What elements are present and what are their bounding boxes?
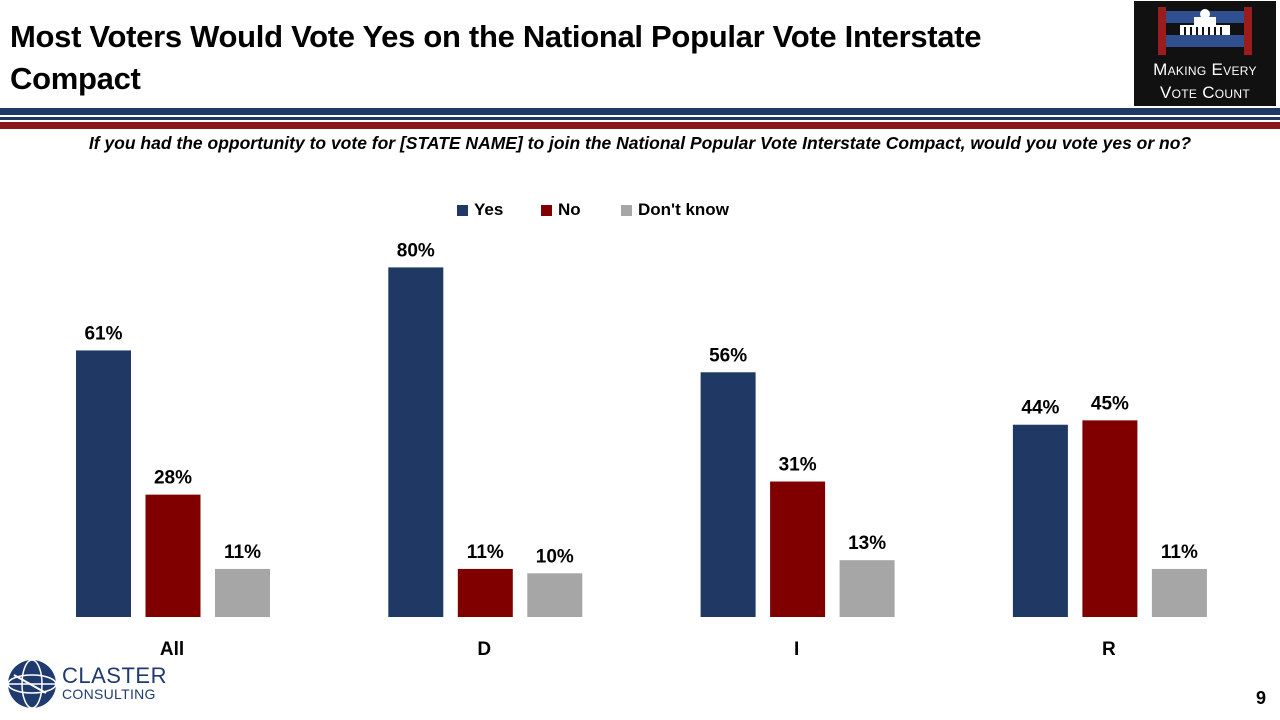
legend-swatch-no xyxy=(541,204,552,216)
bar-no-all xyxy=(145,494,201,617)
bar-dont-know-r xyxy=(1151,568,1207,617)
bar-no-r xyxy=(1082,420,1138,617)
data-label-yes-d: 80% xyxy=(397,240,435,261)
legend-label-no: No xyxy=(558,200,581,219)
mevc-logo-line2: Vote Count xyxy=(1159,83,1250,102)
data-label-no-r: 45% xyxy=(1091,393,1129,414)
legend-item-no: No xyxy=(541,199,581,221)
capitol-building-icon xyxy=(1158,7,1252,55)
mevc-logo-line1: Making Every xyxy=(1153,60,1257,79)
legend-item-dont-know: Don't know xyxy=(621,199,729,221)
legend-label-yes: Yes xyxy=(474,200,504,219)
data-label-yes-i: 56% xyxy=(709,345,747,366)
slide-title: Most Voters Would Vote Yes on the Nation… xyxy=(10,19,982,96)
x-tick-label-all: All xyxy=(160,639,184,660)
header-rule-red xyxy=(0,122,1280,129)
x-tick-label-d: D xyxy=(477,639,491,660)
bar-no-i xyxy=(770,481,826,617)
claster-logo-line2: CONSULTING xyxy=(62,686,156,702)
bar-dont-know-all xyxy=(215,568,270,617)
header-rule-blue xyxy=(0,108,1280,115)
bar-yes-i xyxy=(700,372,756,617)
bar-dont-know-d xyxy=(527,573,583,617)
bar-yes-r xyxy=(1012,424,1068,617)
claster-logo-line1: CLASTER xyxy=(62,663,167,688)
data-label-dont-know-d: 10% xyxy=(536,546,574,567)
header-rule-blue-thin xyxy=(0,117,1280,120)
legend-swatch-yes xyxy=(457,204,468,216)
data-label-no-all: 28% xyxy=(154,468,192,489)
page-number: 9 xyxy=(1255,688,1266,708)
chart-legend: Yes No Don't know xyxy=(0,199,1280,223)
globe-icon xyxy=(7,659,57,709)
data-label-dont-know-all: 11% xyxy=(224,542,261,563)
bar-dont-know-i xyxy=(839,560,895,617)
x-tick-label-r: R xyxy=(1102,639,1116,660)
legend-swatch-dont-know xyxy=(621,204,632,216)
data-label-yes-all: 61% xyxy=(84,323,122,344)
data-label-yes-r: 44% xyxy=(1021,398,1059,419)
data-label-no-i: 31% xyxy=(779,455,817,476)
legend-item-yes: Yes xyxy=(457,199,503,221)
bar-no-d xyxy=(457,568,513,617)
bar-yes-all xyxy=(76,350,131,617)
legend-label-dont-know: Don't know xyxy=(638,200,729,219)
bar-yes-d xyxy=(388,267,444,617)
data-label-no-d: 11% xyxy=(467,542,504,563)
survey-question: If you had the opportunity to vote for [… xyxy=(88,133,1192,153)
x-tick-label-i: I xyxy=(794,639,799,660)
data-label-dont-know-i: 13% xyxy=(848,533,886,554)
claster-consulting-logo: CLASTER CONSULTING xyxy=(6,653,166,715)
data-label-dont-know-r: 11% xyxy=(1161,542,1198,563)
making-every-vote-count-logo: Making Every Vote Count xyxy=(1134,1,1276,106)
